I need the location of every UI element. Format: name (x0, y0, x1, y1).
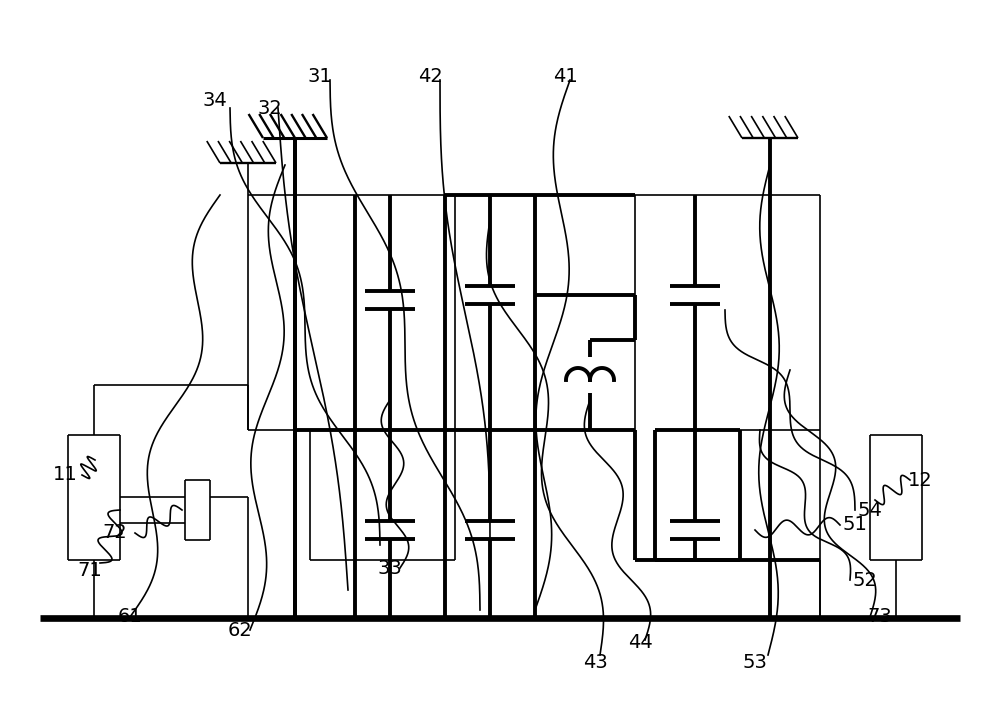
Text: 51: 51 (843, 515, 867, 535)
Text: 42: 42 (418, 67, 442, 86)
Text: 71: 71 (78, 561, 102, 580)
Text: 44: 44 (628, 632, 652, 651)
Text: 61: 61 (118, 607, 142, 627)
Text: 72: 72 (103, 523, 127, 542)
Text: 43: 43 (583, 653, 607, 673)
Text: 33: 33 (378, 559, 402, 578)
Text: 54: 54 (858, 501, 882, 520)
Text: 12: 12 (908, 471, 932, 489)
Text: 52: 52 (853, 571, 877, 590)
Text: 73: 73 (868, 607, 892, 627)
Text: 11: 11 (53, 465, 77, 484)
Text: 62: 62 (228, 620, 252, 639)
Text: 53: 53 (743, 653, 767, 673)
Text: 34: 34 (203, 91, 227, 110)
Text: 41: 41 (553, 67, 577, 86)
Text: 32: 32 (258, 98, 282, 118)
Text: 31: 31 (308, 67, 332, 86)
